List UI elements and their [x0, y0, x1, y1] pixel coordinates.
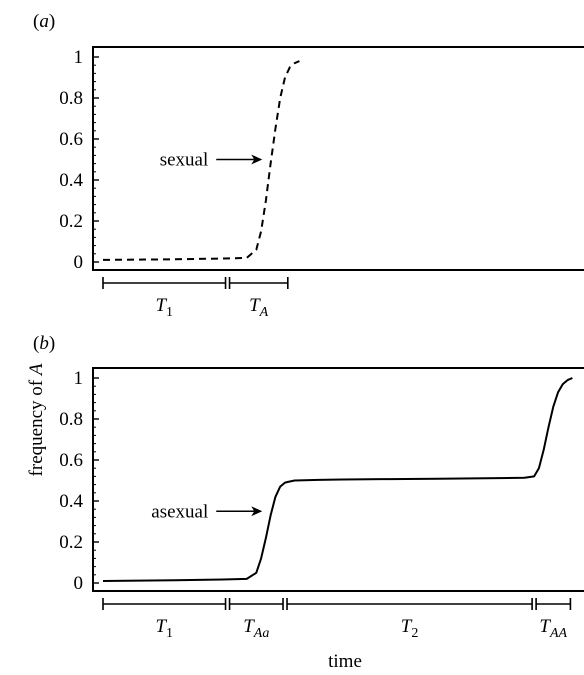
interval-label-sub: Aa — [253, 626, 270, 641]
interval-label-main: T — [155, 295, 167, 316]
axis-frame — [92, 367, 584, 592]
annotation-label: sexual — [160, 150, 209, 171]
interval-label: TAA — [539, 616, 567, 641]
interval-label: T1 — [155, 295, 173, 320]
y-tick-label: 0.2 — [59, 532, 83, 553]
panel-label-letter: a — [39, 11, 49, 32]
annotation-arrow-head — [251, 506, 263, 517]
panel-label-close: ) — [49, 11, 55, 32]
y-tick-label: 0.6 — [59, 450, 83, 471]
panel-label: (b) — [33, 333, 55, 354]
interval-label-sub: 1 — [166, 626, 173, 641]
y-tick-label: 0 — [74, 252, 84, 273]
x-axis-title: time — [328, 651, 362, 672]
annotation-arrow-head — [251, 154, 263, 165]
y-tick-label: 0.8 — [59, 409, 83, 430]
panel-label-open: ( — [33, 11, 39, 32]
y-axis-title-var: A — [26, 363, 47, 377]
y-tick-label: 0.4 — [59, 491, 83, 512]
y-tick-label: 1 — [74, 368, 84, 389]
interval-label: TA — [249, 295, 269, 320]
interval-label-sub: A — [259, 305, 269, 320]
y-tick-label: 0.8 — [59, 88, 83, 109]
interval-label-main: T — [155, 616, 167, 637]
y-tick-label: 1 — [74, 47, 84, 68]
y-tick-label: 0.4 — [59, 170, 83, 191]
annotation-label: asexual — [151, 501, 208, 522]
panel-label: (a) — [33, 11, 55, 32]
axis-frame — [92, 46, 584, 271]
interval-label-sub: 2 — [411, 626, 418, 641]
y-tick-label: 0.6 — [59, 129, 83, 150]
y-tick-label: 0.2 — [59, 211, 83, 232]
interval-label: T1 — [155, 616, 173, 641]
interval-label: TAa — [243, 616, 269, 641]
panel-label-letter: b — [39, 333, 49, 354]
series-line — [102, 60, 300, 261]
y-tick-label: 0 — [74, 573, 84, 594]
series-line — [102, 377, 573, 582]
interval-label-main: T — [249, 295, 261, 316]
panel-label-close: ) — [49, 333, 55, 354]
interval-label-main: T — [401, 616, 413, 637]
interval-label-sub: AA — [549, 626, 568, 641]
interval-label-main: T — [539, 616, 551, 637]
interval-label: T2 — [401, 616, 419, 641]
panel-label-open: ( — [33, 333, 39, 354]
interval-label-sub: 1 — [166, 305, 173, 320]
y-axis-title-main: frequency of — [26, 375, 47, 476]
y-axis-title: frequency of A — [26, 363, 47, 476]
interval-label-main: T — [243, 616, 255, 637]
